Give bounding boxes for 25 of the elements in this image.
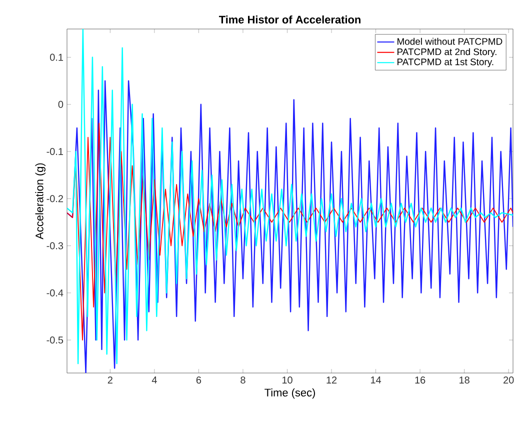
y-tick-label: -0.5	[46, 336, 64, 344]
y-tick-label: 0	[58, 100, 64, 108]
x-tick-label: 6	[196, 376, 202, 384]
x-tick-label: 14	[371, 376, 382, 384]
y-axis-title: Acceleration (g)	[35, 163, 46, 240]
x-axis-title: Time (sec)	[264, 388, 315, 399]
x-tick-label: 10	[282, 376, 292, 384]
x-tick-label: 2	[108, 376, 112, 384]
legend-label: PATCPMD at 2nd Story.	[398, 48, 496, 58]
x-tick-label: 12	[326, 376, 337, 384]
y-tick-label: 0.1	[50, 54, 64, 61]
x-tick-label: 4	[152, 376, 157, 384]
y-tick-label: -0.1	[46, 148, 64, 156]
chart-title: Time Histor of Acceleration	[218, 15, 360, 24]
legend-label: PATCPMD at 1st Story.	[398, 58, 494, 68]
y-tick-label: -0.4	[46, 289, 64, 296]
legend-label: Model without PATCPMD	[398, 38, 502, 45]
x-tick-label: 20	[504, 376, 514, 384]
x-tick-label: 16	[415, 376, 426, 384]
x-tick-label: 18	[460, 376, 470, 384]
y-tick-label: -0.3	[46, 242, 64, 250]
line-series	[67, 29, 514, 364]
line-series	[67, 80, 514, 373]
x-tick-label: 8	[240, 376, 246, 384]
y-tick-label: -0.2	[46, 195, 63, 202]
